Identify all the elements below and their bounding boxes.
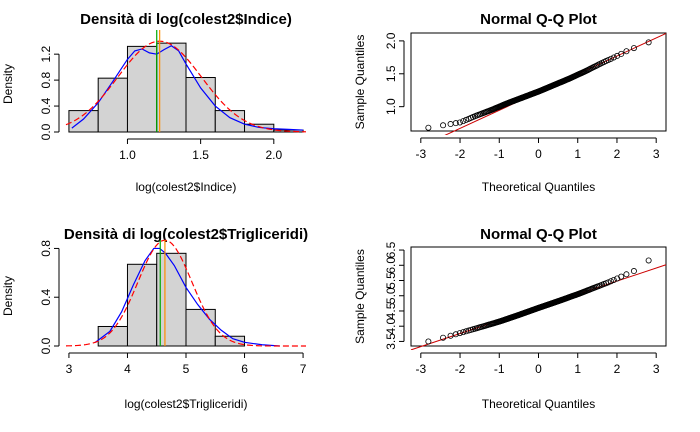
qq-point (645, 39, 652, 46)
qq-point (425, 124, 432, 131)
qq-point (447, 332, 454, 339)
x-tick-label: -1 (494, 362, 505, 376)
y-tick-label: 0.0 (39, 337, 53, 354)
qq-point (452, 120, 459, 127)
x-axis-label: Theoretical Quantiles (482, 180, 595, 194)
chart-title: Densità di log(colest2$Indice) (80, 11, 292, 28)
qq-point (447, 121, 454, 128)
histogram-panel-0: Densità di log(colest2$Indice) log(colest… (1, 11, 307, 194)
x-tick-label: 3 (653, 362, 660, 376)
y-tick-label: 0.4 (39, 97, 53, 114)
x-tick-label: -3 (415, 147, 426, 161)
x-tick-label: 2.0 (265, 148, 282, 162)
qq-point (610, 276, 617, 283)
y-tick-label: 5.5 (384, 272, 398, 289)
y-tick-label: 1.5 (384, 65, 398, 82)
kernel-density-line (71, 45, 304, 131)
plot-area (425, 32, 667, 135)
qq-point (460, 118, 467, 125)
qq-point (456, 119, 463, 126)
x-axis-label: log(colest2$Indice) (136, 180, 237, 194)
x-axis-label: log(colest2$Trigliceridi) (125, 397, 248, 411)
x-tick-label: -3 (415, 362, 426, 376)
x-tick-label: -1 (494, 147, 505, 161)
y-tick-label: 4.5 (384, 302, 398, 319)
x-tick-label: -2 (455, 147, 466, 161)
qq-point (623, 271, 630, 278)
qq-point (630, 45, 637, 52)
chart-title: Normal Q-Q Plot (480, 226, 597, 243)
x-tick-label: 4 (124, 362, 131, 376)
histogram-bar (97, 77, 128, 133)
qq-point (440, 334, 447, 341)
qq-point (452, 331, 459, 338)
chart-title: Normal Q-Q Plot (480, 11, 597, 28)
qq-point (607, 278, 614, 285)
y-axis-label: Density (1, 64, 15, 104)
qq-point (456, 330, 463, 337)
qq-point (630, 268, 637, 275)
x-tick-label: 3 (66, 362, 73, 376)
histogram-bar (214, 110, 246, 133)
x-tick-label: 7 (300, 362, 307, 376)
x-tick-label: 3 (653, 147, 660, 161)
qq-point (440, 122, 447, 129)
x-tick-label: -2 (455, 362, 466, 376)
x-tick-label: 6 (241, 362, 248, 376)
qq-point (425, 338, 432, 345)
y-tick-label: 0.0 (39, 123, 53, 140)
y-tick-label: 6.0 (384, 257, 398, 274)
qq-panel-1: Normal Q-Q Plot Theoretical Quantiles Samp… (353, 11, 667, 194)
y-tick-label: 1.2 (39, 45, 53, 62)
histogram-bar (156, 252, 187, 347)
qq-point (623, 48, 630, 55)
x-tick-label: 0 (535, 147, 542, 161)
plot-area (65, 239, 307, 347)
y-tick-label: 0.4 (39, 289, 53, 306)
y-axis-label: Sample Quantiles (353, 35, 367, 130)
x-axis-label: Theoretical Quantiles (482, 397, 595, 411)
qq-panel-3: Normal Q-Q Plot Theoretical Quantiles Samp… (353, 226, 667, 411)
y-tick-label: 6.5 (384, 241, 398, 258)
y-tick-label: 3.5 (384, 333, 398, 350)
x-tick-label: 1.0 (119, 148, 136, 162)
y-tick-label: 5.0 (384, 287, 398, 304)
qq-point (618, 273, 625, 280)
y-tick-label: 0.8 (39, 240, 53, 257)
kernel-density-line (94, 247, 280, 347)
chart-title: Densità di log(colest2$Trigliceridi) (64, 226, 308, 243)
plot-area (65, 30, 307, 133)
normal-fit-line (65, 239, 307, 347)
histogram-bar (126, 263, 158, 347)
histogram-bar (185, 77, 216, 133)
y-axis-label: Density (1, 276, 15, 316)
qq-point (607, 55, 614, 62)
histogram-panel-2: Densità di log(colest2$Trigliceridi) log(… (1, 226, 308, 411)
x-tick-label: 5 (183, 362, 190, 376)
histogram-bar (68, 110, 99, 133)
histogram-bar (185, 308, 216, 347)
histogram-bar (244, 123, 275, 133)
qq-point (610, 54, 617, 61)
x-tick-label: 1.5 (192, 148, 209, 162)
plot-area (410, 257, 667, 350)
x-tick-label: 1 (574, 147, 581, 161)
plot-frame (410, 32, 667, 132)
x-tick-label: 2 (614, 362, 621, 376)
plot-frame (410, 246, 667, 347)
x-tick-label: 2 (614, 147, 621, 161)
y-axis-label: Sample Quantiles (353, 249, 367, 344)
y-tick-label: 0.8 (39, 71, 53, 88)
qq-point (645, 257, 652, 264)
y-tick-label: 4.0 (384, 318, 398, 335)
x-tick-label: 1 (574, 362, 581, 376)
x-tick-label: 0 (535, 362, 542, 376)
qq-point (618, 50, 625, 57)
y-tick-label: 1.0 (384, 98, 398, 115)
y-tick-label: 2.0 (384, 32, 398, 49)
qq-point (460, 329, 467, 336)
